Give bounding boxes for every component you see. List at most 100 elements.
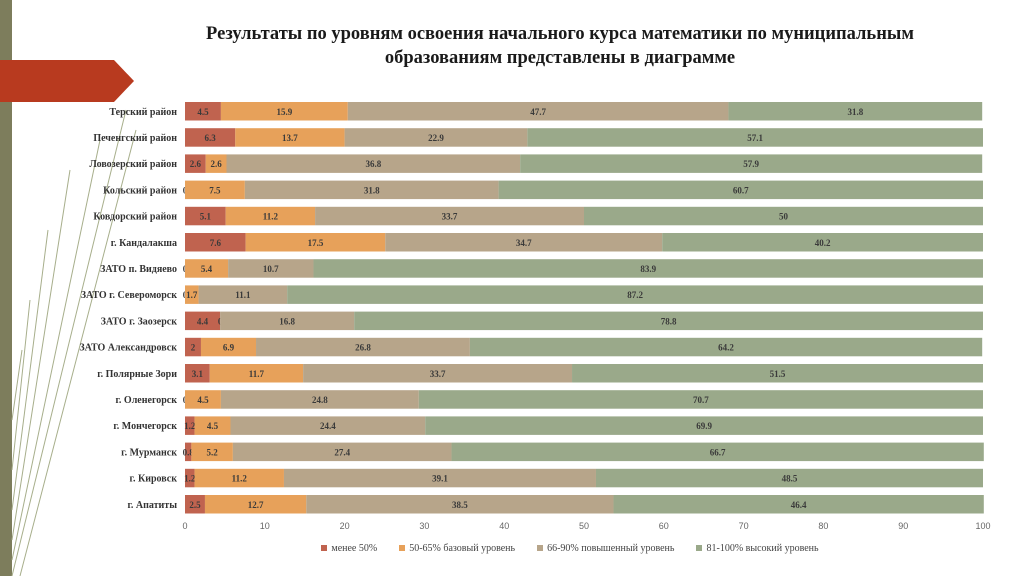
data-label: 3.1 — [192, 369, 204, 379]
legend-swatch — [696, 545, 703, 551]
data-label: 11.7 — [249, 369, 265, 379]
legend-item: 81-100% высокий уровень — [696, 541, 819, 555]
data-label: 7.5 — [209, 185, 221, 195]
bar-segment — [613, 495, 984, 514]
bar-segment — [204, 495, 307, 514]
data-label: 46.4 — [791, 500, 807, 510]
bar-segment — [226, 154, 521, 173]
bar-segment — [185, 259, 229, 278]
legend-label: 81-100% высокий уровень — [706, 542, 819, 554]
title-accent-arrow — [0, 60, 134, 102]
bar-segment — [385, 233, 663, 252]
bar-segment — [185, 337, 201, 357]
data-label: 57.1 — [747, 133, 763, 143]
bar-segment — [191, 442, 233, 462]
bar-segment — [220, 102, 348, 121]
data-label: 5.4 — [201, 264, 213, 274]
page-title: Результаты по уровням освоения начальног… — [150, 22, 970, 70]
decor-lines — [11, 109, 137, 576]
category-label: Печенгский район — [93, 133, 177, 144]
category-label: ЗАТО г. Североморск — [81, 290, 178, 301]
category-label: г. Кировск — [130, 474, 178, 485]
data-label: 36.8 — [365, 159, 381, 169]
legend-label: 50-65% базовый уровень — [409, 542, 516, 554]
data-label: 31.8 — [847, 107, 863, 117]
data-label: 5.1 — [200, 212, 212, 222]
bar-segment — [728, 102, 983, 121]
data-label: 33.7 — [430, 369, 446, 379]
title-line-2: образованиям представлены в диаграмме — [384, 48, 736, 68]
bar-segment — [595, 468, 983, 488]
x-tick-label: 80 — [818, 521, 828, 531]
bar-segment — [662, 233, 983, 252]
data-label: 47.7 — [530, 107, 546, 117]
data-label: 33.7 — [442, 212, 458, 222]
bar-segment — [347, 102, 729, 121]
x-tick-label: 30 — [419, 521, 429, 531]
data-label: 87.2 — [627, 290, 643, 300]
data-label: 69.9 — [696, 421, 712, 431]
bar-segment — [313, 259, 983, 278]
data-label: 5.2 — [207, 447, 219, 457]
category-label: Терский район — [109, 107, 177, 118]
legend-swatch — [399, 545, 406, 551]
bar-segment — [256, 337, 470, 357]
bar-segment — [185, 311, 221, 331]
data-label: 4.5 — [197, 395, 209, 405]
data-label: 66.7 — [710, 447, 726, 457]
bar-segment — [220, 311, 355, 331]
data-label: 2.6 — [190, 159, 202, 169]
data-label: 27.4 — [334, 447, 350, 457]
data-label: 60.7 — [733, 185, 749, 195]
chart-legend: менее 50% 50-65% базовый уровень 66-90% по… — [150, 541, 990, 555]
data-label: 1.7 — [186, 290, 198, 300]
bar-segment — [185, 206, 226, 226]
x-tick-label: 10 — [260, 521, 270, 531]
legend-item: 50-65% базовый уровень — [399, 541, 515, 555]
category-label: г. Кандалакша — [111, 238, 177, 249]
bar-segment — [185, 285, 199, 304]
data-label: 6.3 — [205, 133, 217, 143]
data-label: 15.9 — [276, 107, 292, 117]
x-tick-label: 60 — [659, 521, 669, 531]
bar-segment — [498, 180, 983, 200]
data-label: 24.4 — [320, 421, 336, 431]
bar-segment — [225, 206, 316, 226]
data-label: 10.7 — [263, 264, 279, 274]
category-label: ЗАТО п. Видяево — [100, 264, 177, 275]
data-label: 51.5 — [770, 369, 786, 379]
bar-segment — [527, 128, 983, 147]
bar-segment — [200, 337, 257, 357]
bar-segment — [185, 128, 236, 147]
legend-swatch — [321, 545, 328, 551]
data-label: 40.2 — [815, 238, 831, 248]
bar-segment — [185, 154, 206, 173]
left-decor-band — [0, 0, 12, 576]
category-label: ЗАТО г. Заозерск — [101, 316, 178, 327]
data-label: 12.7 — [248, 500, 264, 510]
legend-item: менее 50% — [321, 541, 377, 555]
data-label: 11.2 — [263, 212, 279, 222]
bar-segment — [244, 180, 499, 200]
x-tick-label: 70 — [739, 521, 749, 531]
data-label: 16.8 — [279, 316, 295, 326]
category-label: Ковдорский район — [93, 212, 177, 223]
data-label: 78.8 — [661, 316, 677, 326]
bar-segment — [344, 128, 528, 147]
x-tick-label: 0 — [182, 521, 187, 531]
bar-segment — [185, 233, 246, 252]
title-line-1: Результаты по уровням освоения начальног… — [206, 24, 914, 44]
bar-segment — [185, 468, 195, 488]
data-label: 4.5 — [207, 421, 219, 431]
data-label: 11.1 — [235, 290, 251, 300]
bar-segment — [520, 154, 983, 173]
bar-segment — [205, 154, 227, 173]
bar-segment — [283, 468, 596, 488]
category-label: г. Полярные Зори — [97, 369, 177, 380]
bar-segment — [306, 495, 614, 514]
bar-segment — [228, 259, 314, 278]
data-label: 7.6 — [210, 238, 222, 248]
bar-segment — [185, 495, 205, 514]
bar-segment — [232, 442, 452, 462]
bar-segment — [198, 285, 288, 304]
